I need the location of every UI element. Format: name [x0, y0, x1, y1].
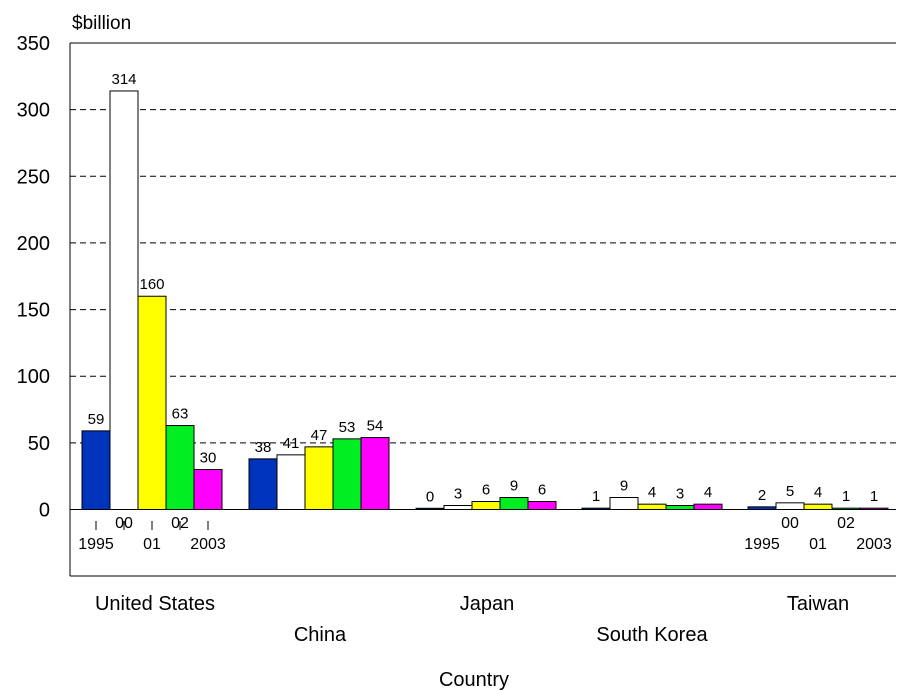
- y-tick-label: 100: [17, 366, 50, 388]
- value-label: 314: [111, 71, 136, 88]
- bar: [443, 505, 473, 511]
- bar: [803, 503, 833, 511]
- bar: [360, 437, 390, 511]
- bar: [693, 503, 723, 511]
- value-label: 0: [426, 488, 434, 505]
- bar: [415, 507, 445, 510]
- year-label: 2003: [190, 536, 226, 553]
- value-label: 53: [339, 419, 356, 436]
- y-tick-label: 350: [17, 33, 50, 55]
- y-axis-tick-labels: 0 50 100 150 200 250 300 350: [17, 33, 50, 522]
- value-label: 1: [870, 488, 878, 505]
- value-label: 47: [311, 427, 328, 444]
- year-label: 1995: [744, 536, 780, 553]
- value-label: 63: [172, 406, 189, 423]
- value-label: 38: [255, 439, 272, 456]
- value-label: 2: [758, 487, 766, 504]
- bar: [581, 507, 611, 511]
- bar: [775, 502, 805, 511]
- y-tick-label: 50: [28, 433, 50, 455]
- value-label: 4: [704, 484, 712, 501]
- bar: [859, 507, 889, 511]
- y-tick-label: 200: [17, 233, 50, 255]
- value-label: 41: [283, 435, 300, 452]
- bar: [831, 507, 861, 511]
- bar: [665, 505, 695, 511]
- value-label: 1: [592, 488, 600, 505]
- bar: [747, 506, 777, 511]
- category-label: Japan: [460, 593, 515, 615]
- bar: [137, 295, 167, 510]
- value-label: 4: [814, 484, 822, 501]
- value-label: 9: [620, 478, 628, 495]
- value-label: 5: [786, 483, 794, 500]
- value-label: 9: [510, 478, 518, 495]
- value-label: 30: [200, 450, 217, 467]
- bar: [193, 469, 223, 510]
- value-label: 4: [648, 484, 656, 501]
- category-label: China: [294, 624, 347, 646]
- year-label: 01: [143, 536, 161, 553]
- bar: [248, 458, 278, 511]
- bar: [81, 430, 111, 510]
- bar: [609, 497, 639, 510]
- value-label: 6: [482, 482, 490, 499]
- year-label: 02: [171, 515, 189, 532]
- bar: [109, 90, 139, 511]
- year-label: 00: [115, 515, 133, 532]
- value-label: 3: [454, 486, 462, 503]
- value-label: 6: [538, 482, 546, 499]
- value-label: 3: [676, 486, 684, 503]
- year-label: 01: [809, 536, 827, 553]
- y-tick-label: 0: [39, 500, 50, 522]
- bars: [81, 90, 889, 511]
- bar: [471, 501, 501, 511]
- year-label: 02: [837, 515, 855, 532]
- bar: [276, 454, 306, 510]
- y-tick-label: 250: [17, 166, 50, 188]
- y-axis-unit-label: $billion: [72, 13, 131, 34]
- year-label: 2003: [856, 536, 892, 553]
- bar: [527, 501, 557, 511]
- unit-label: $billion: [72, 13, 131, 34]
- category-label: Taiwan: [787, 593, 849, 615]
- category-label: United States: [95, 593, 215, 615]
- year-label: 00: [781, 515, 799, 532]
- value-label: 1: [842, 488, 850, 505]
- bar: [499, 497, 529, 510]
- value-label: 160: [139, 276, 164, 293]
- value-label: 59: [88, 411, 105, 428]
- x-axis-label: Country: [439, 669, 509, 691]
- value-label: 54: [367, 418, 384, 435]
- bar: [637, 503, 667, 511]
- category-label: South Korea: [596, 624, 708, 646]
- category-labels: United States China Japan South Korea Taiwan: [95, 593, 849, 646]
- bar: [165, 425, 195, 510]
- y-tick-label: 150: [17, 300, 50, 322]
- bar: [304, 446, 334, 510]
- y-tick-label: 300: [17, 100, 50, 122]
- bar: [332, 438, 362, 511]
- year-label: 1995: [78, 536, 114, 553]
